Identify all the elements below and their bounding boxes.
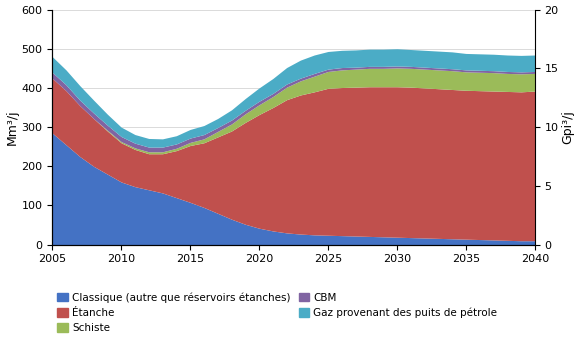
Y-axis label: Mm³/j: Mm³/j bbox=[6, 109, 19, 145]
Y-axis label: Gpi³/j: Gpi³/j bbox=[561, 110, 574, 144]
Legend: Classique (autre que réservoirs étanches), Étanche, Schiste, CBM, Gaz provenant : Classique (autre que réservoirs étanches… bbox=[57, 292, 498, 333]
